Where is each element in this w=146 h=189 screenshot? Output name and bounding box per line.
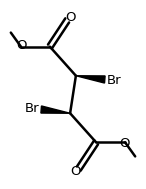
Text: Br: Br xyxy=(107,74,122,87)
Text: O: O xyxy=(119,137,130,150)
Polygon shape xyxy=(41,106,70,113)
Text: Br: Br xyxy=(24,102,39,115)
Text: O: O xyxy=(66,11,76,23)
Polygon shape xyxy=(76,76,105,83)
Text: O: O xyxy=(70,166,80,178)
Text: O: O xyxy=(16,39,27,52)
